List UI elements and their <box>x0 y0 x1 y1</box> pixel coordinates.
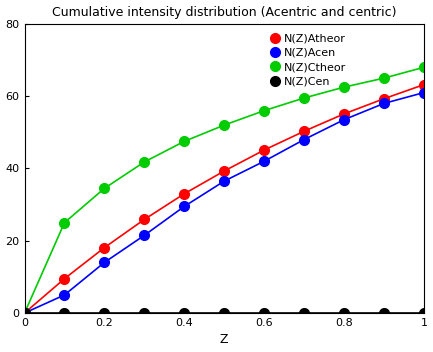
Line: N(Z)Ctheor: N(Z)Ctheor <box>19 62 429 318</box>
N(Z)Ctheor <box>381 76 387 80</box>
N(Z)Acen <box>102 260 107 265</box>
N(Z)Acen <box>301 137 307 142</box>
N(Z)Ctheor <box>421 65 427 69</box>
N(Z)Cen <box>342 311 347 315</box>
N(Z)Acen <box>222 179 227 183</box>
N(Z)Atheor <box>301 129 307 133</box>
N(Z)Cen <box>182 311 187 315</box>
N(Z)Ctheor <box>262 108 267 113</box>
N(Z)Cen <box>62 311 67 315</box>
X-axis label: Z: Z <box>220 333 229 346</box>
N(Z)Ctheor <box>102 186 107 190</box>
N(Z)Ctheor <box>342 85 347 89</box>
N(Z)Ctheor <box>301 96 307 100</box>
N(Z)Acen <box>421 90 427 95</box>
N(Z)Acen <box>381 101 387 106</box>
N(Z)Atheor <box>142 217 147 221</box>
N(Z)Cen <box>381 311 387 315</box>
N(Z)Acen <box>22 311 27 315</box>
N(Z)Cen <box>142 311 147 315</box>
N(Z)Cen <box>102 311 107 315</box>
N(Z)Acen <box>262 159 267 163</box>
N(Z)Ctheor <box>62 221 67 225</box>
N(Z)Atheor <box>22 311 27 315</box>
N(Z)Atheor <box>342 112 347 116</box>
Title: Cumulative intensity distribution (Acentric and centric): Cumulative intensity distribution (Acent… <box>52 6 397 19</box>
N(Z)Acen <box>142 233 147 238</box>
N(Z)Atheor <box>381 96 387 101</box>
N(Z)Atheor <box>421 82 427 87</box>
N(Z)Atheor <box>102 245 107 250</box>
N(Z)Acen <box>62 293 67 297</box>
N(Z)Cen <box>301 311 307 315</box>
N(Z)Acen <box>342 118 347 122</box>
Line: N(Z)Atheor: N(Z)Atheor <box>19 80 429 318</box>
Line: N(Z)Cen: N(Z)Cen <box>19 308 429 318</box>
Line: N(Z)Acen: N(Z)Acen <box>19 88 429 318</box>
N(Z)Ctheor <box>182 139 187 144</box>
N(Z)Atheor <box>262 148 267 152</box>
N(Z)Cen <box>262 311 267 315</box>
Legend: N(Z)Atheor, N(Z)Acen, N(Z)Ctheor, N(Z)Cen: N(Z)Atheor, N(Z)Acen, N(Z)Ctheor, N(Z)Ce… <box>270 32 348 88</box>
N(Z)Cen <box>421 311 427 315</box>
N(Z)Acen <box>182 204 187 208</box>
N(Z)Ctheor <box>142 160 147 164</box>
N(Z)Cen <box>222 311 227 315</box>
N(Z)Ctheor <box>22 311 27 315</box>
N(Z)Cen <box>22 311 27 315</box>
N(Z)Ctheor <box>222 123 227 127</box>
N(Z)Atheor <box>62 277 67 281</box>
N(Z)Atheor <box>182 191 187 196</box>
N(Z)Atheor <box>222 169 227 173</box>
